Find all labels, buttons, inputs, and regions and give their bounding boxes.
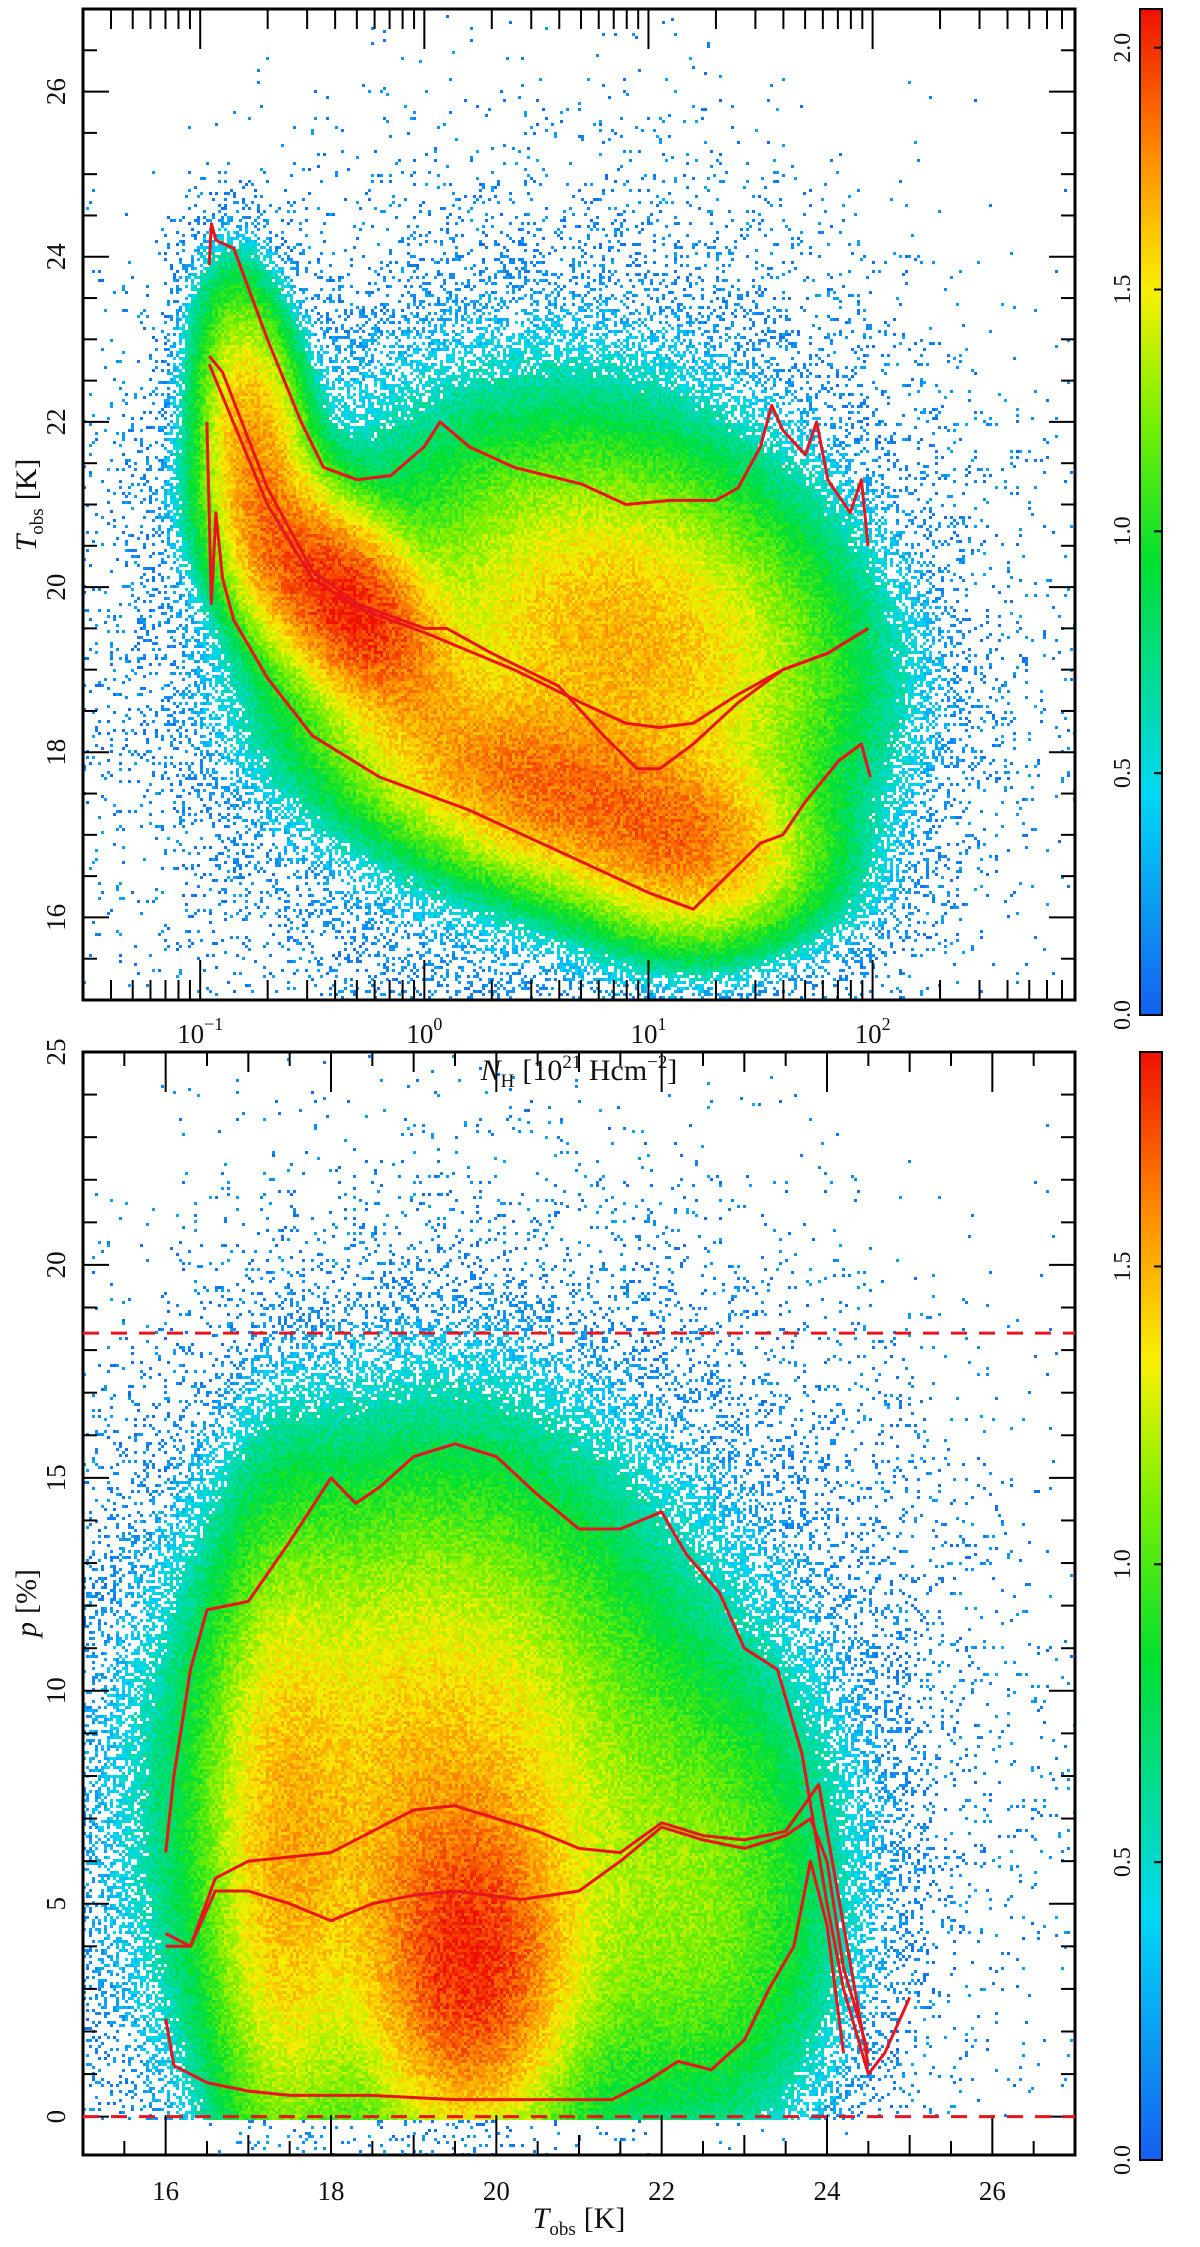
curve-mean (165, 1783, 870, 2066)
y-tick-label: 0 (41, 2110, 71, 2124)
curve-median (208, 354, 869, 771)
colorbar-tick-label: 1.5 (1110, 1251, 1136, 1281)
colorbar-tick-label: 1.5 (1110, 275, 1136, 305)
curve-median (165, 1817, 870, 2054)
colorbar-tick-label: 0.0 (1110, 2145, 1136, 2175)
panel-top: 10−1 100 101 102 16 18 20 22 24 26 0.0 0.5 1.0 1.5 2.0 (41, 7, 1163, 1049)
colorbar-tick-label: 0.5 (1110, 758, 1136, 788)
x-axis-title-top: NH [1021 Hcm−2] (480, 1052, 678, 1092)
y-axis-title-top: Tobs[K] (10, 459, 48, 552)
curve-upper-percentile (207, 222, 870, 546)
curve-lower-percentile (164, 1859, 845, 2102)
curve-mean (207, 363, 869, 729)
density-heatmap-top (83, 9, 1075, 1000)
x-tick-label: 26 (979, 2176, 1006, 2206)
colorbar (1139, 1051, 1163, 2161)
x-tick-label: 20 (483, 2176, 510, 2206)
colorbar (1139, 8, 1163, 1016)
y-axis-title-bottom: p[%] (10, 1569, 43, 1639)
y-tick-label: 18 (41, 739, 71, 766)
axis-ticks (82, 1051, 1076, 2155)
curve-lower-percentile (205, 421, 872, 911)
colorbar-tick-label: 1.0 (1110, 1549, 1136, 1579)
y-tick-label: 24 (41, 243, 71, 271)
y-tick-label: 5 (41, 1897, 71, 1911)
y-tick-label: 20 (41, 574, 71, 601)
x-tick-label: 101 (630, 1014, 666, 1049)
x-tick-label: 102 (855, 1014, 891, 1049)
x-tick-label: 10−1 (177, 1014, 223, 1049)
y-tick-label: 22 (41, 408, 71, 435)
colorbar-tick-label: 2.0 (1110, 33, 1136, 63)
colorbar-tick-label: 0.0 (1110, 1000, 1136, 1030)
x-tick-label: 16 (152, 2176, 179, 2206)
x-tick-label: 100 (406, 1014, 442, 1049)
x-tick-label: 24 (814, 2176, 842, 2206)
colorbar-tick-label: 0.5 (1110, 1847, 1136, 1877)
y-tick-label: 10 (41, 1677, 71, 1704)
axis-ticks (82, 8, 1076, 1001)
y-tick-label: 26 (41, 78, 71, 105)
x-tick-label: 22 (648, 2176, 675, 2206)
colorbar-tick-label: 1.0 (1110, 516, 1136, 546)
panel-bottom: 16 18 20 22 24 26 0 5 10 15 20 25 0.0 0.5 1.0 1.5 (41, 1039, 1163, 2206)
y-tick-label: 20 (41, 1251, 71, 1278)
curve-upper-percentile (164, 1442, 912, 2076)
density-heatmap-bottom (83, 1052, 1075, 2155)
y-tick-label: 16 (41, 904, 71, 931)
y-tick-label: 15 (41, 1464, 71, 1491)
x-axis-title-bottom: Tobs [K] (533, 2202, 626, 2240)
x-tick-label: 18 (318, 2176, 345, 2206)
plot-frame (81, 7, 1077, 1002)
y-tick-label: 25 (41, 1039, 71, 1066)
